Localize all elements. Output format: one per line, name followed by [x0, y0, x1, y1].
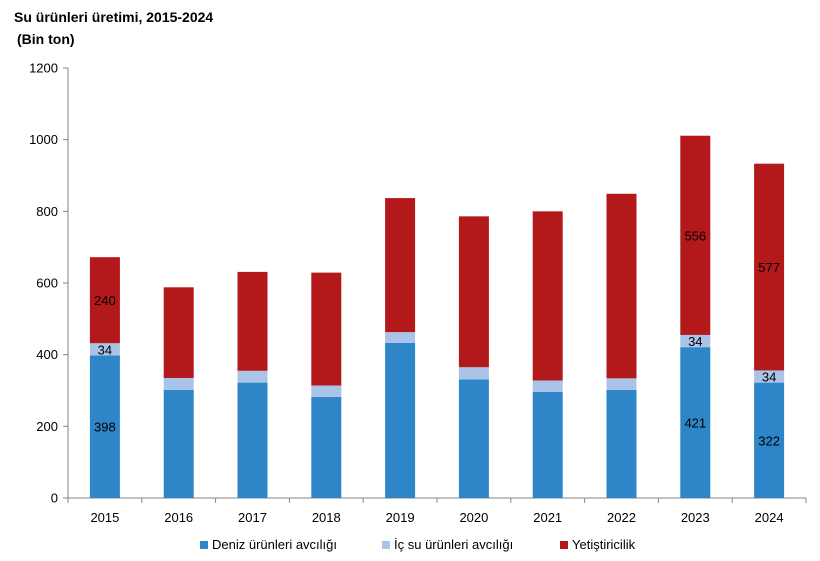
- bar-segment: [606, 193, 637, 379]
- bar-segment: [163, 377, 194, 390]
- bar-segment: [532, 211, 563, 381]
- x-tick-label: 2021: [533, 510, 562, 525]
- data-label: 34: [762, 370, 776, 385]
- data-label: 240: [94, 293, 116, 308]
- data-label: 322: [758, 433, 780, 448]
- legend-label: Deniz ürünleri avcılığı: [212, 537, 337, 552]
- bar-segment: [385, 342, 416, 498]
- x-tick-label: 2020: [459, 510, 488, 525]
- x-tick-label: 2019: [386, 510, 415, 525]
- chart-title: Su ürünleri üretimi, 2015-2024: [14, 9, 214, 25]
- bar-segment: [754, 163, 785, 371]
- bar-segment: [163, 287, 194, 378]
- x-tick-label: 2017: [238, 510, 267, 525]
- bar-segment: [89, 343, 120, 356]
- x-tick-label: 2015: [90, 510, 119, 525]
- bar-segment: [237, 271, 268, 371]
- bar-segment: [385, 198, 416, 333]
- legend-label: Yetiştiricilik: [572, 537, 636, 552]
- bar-segment: [532, 380, 563, 392]
- bar-segment: [680, 135, 711, 335]
- bar-segment: [237, 370, 268, 383]
- data-label: 556: [684, 228, 706, 243]
- bar-segment: [754, 370, 785, 383]
- data-label: 421: [684, 416, 706, 431]
- y-tick-label: 1200: [29, 61, 58, 76]
- bar-segment: [606, 378, 637, 390]
- legend-swatch: [200, 541, 208, 549]
- bar-segment: [606, 389, 637, 498]
- legend-swatch: [382, 541, 390, 549]
- y-tick-label: 200: [36, 419, 58, 434]
- x-tick-label: 2024: [755, 510, 784, 525]
- y-tick-label: 800: [36, 204, 58, 219]
- bar-segment: [385, 332, 416, 343]
- bar-segment: [163, 389, 194, 498]
- bar-segment: [458, 379, 489, 498]
- x-tick-label: 2018: [312, 510, 341, 525]
- x-tick-label: 2023: [681, 510, 710, 525]
- data-label: 34: [98, 342, 112, 357]
- x-tick-label: 2016: [164, 510, 193, 525]
- bar-segment: [311, 385, 342, 397]
- y-tick-label: 400: [36, 347, 58, 362]
- bar-segment: [680, 347, 711, 498]
- y-tick-label: 600: [36, 276, 58, 291]
- bar-segment: [458, 367, 489, 380]
- bar-segment: [754, 382, 785, 498]
- bar-segment: [311, 396, 342, 498]
- x-tick-label: 2022: [607, 510, 636, 525]
- data-label: 34: [688, 334, 702, 349]
- bar-segment: [680, 334, 711, 348]
- legend-label: İç su ürünleri avcılığı: [394, 537, 513, 552]
- bar-segment: [237, 382, 268, 498]
- bar-segment: [458, 216, 489, 368]
- y-tick-label: 1000: [29, 132, 58, 147]
- bar-segment: [311, 272, 342, 386]
- bar-segment: [89, 355, 120, 498]
- legend-swatch: [560, 541, 568, 549]
- chart-subtitle: (Bin ton): [17, 31, 75, 47]
- data-label: 398: [94, 420, 116, 435]
- bar-segment: [89, 257, 120, 344]
- data-label: 577: [758, 260, 780, 275]
- y-tick-label: 0: [51, 491, 58, 506]
- bar-segment: [532, 391, 563, 498]
